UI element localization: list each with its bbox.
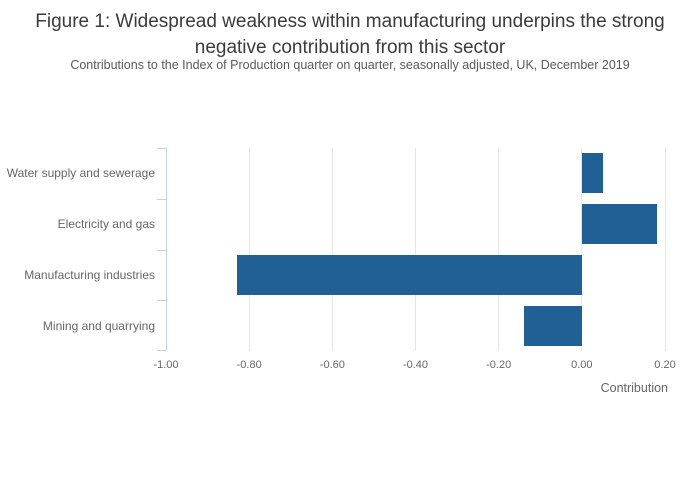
figure-subtitle: Contributions to the Index of Production… [70,58,630,72]
gridline--0.40 [415,148,416,351]
category-axis-tick [157,300,166,302]
x-axis-title: Contribution [600,381,668,395]
gridline-0.00 [581,148,583,351]
bar-mining-and-quarrying[interactable] [523,305,582,346]
x-tick-label--1.00: -1.00 [153,359,179,371]
plot-area [157,148,666,351]
bar-manufacturing-industries[interactable] [236,254,582,295]
category-label-electricity-and-gas: Electricity and gas [57,217,155,232]
x-tick-label--0.20: -0.20 [486,359,512,371]
x-tick-label--0.80: -0.80 [236,359,262,371]
x-tick-label-0.20: 0.20 [654,359,676,371]
x-tick-label-0.00: 0.00 [571,359,593,371]
category-axis-tick [157,148,166,149]
x-tick-label--0.60: -0.60 [319,359,345,371]
category-axis-line [166,148,167,351]
bar-electricity-and-gas[interactable] [581,204,657,245]
gridline--0.20 [498,148,500,351]
gridline--0.80 [248,148,250,351]
gridline--0.60 [331,148,333,351]
x-tick-label--0.40: -0.40 [402,359,429,371]
gridline-0.20 [664,148,666,351]
figure-title: Figure 1: Widespread weakness within man… [35,11,665,58]
category-axis-tick [157,350,166,351]
category-label-mining-and-quarrying: Mining and quarrying [42,318,155,333]
category-label-manufacturing-industries: Manufacturing industries [24,267,155,282]
category-axis-tick [157,249,166,251]
category-label-water-supply-and-sewerage: Water supply and sewerage [6,166,155,181]
bar-water-supply-and-sewerage[interactable] [581,153,603,194]
category-axis-tick [157,198,166,200]
